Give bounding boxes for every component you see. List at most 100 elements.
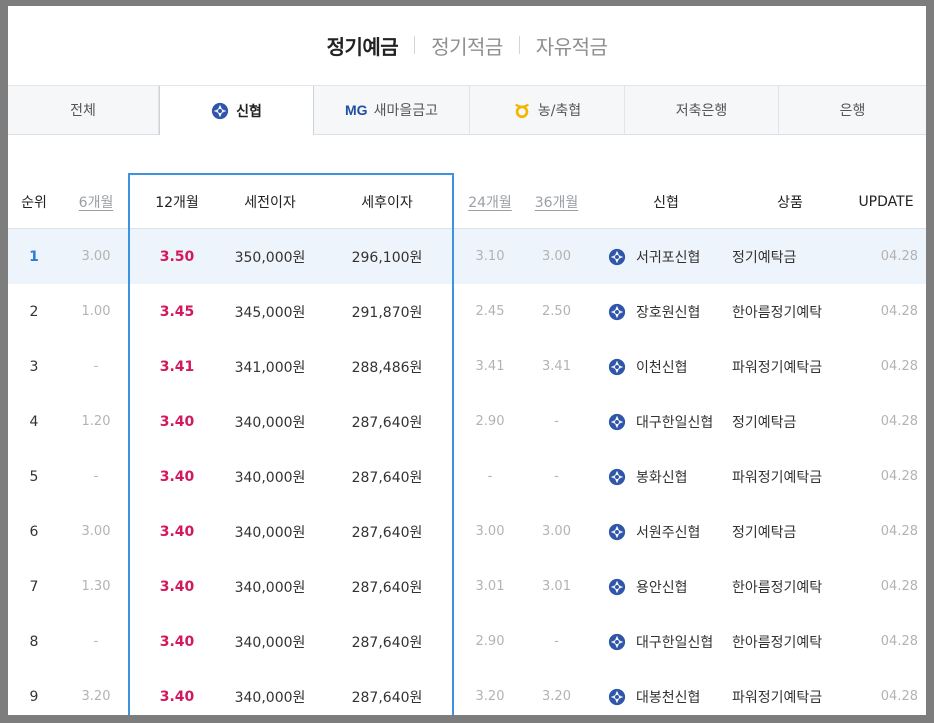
update-date-cell: 04.28 [880, 304, 918, 319]
institution-cell[interactable]: 용안신협 [608, 559, 726, 614]
institution-cell[interactable]: 서귀포신협 [608, 229, 726, 284]
posttax-interest-cell: 287,640원 [351, 634, 423, 651]
pretax-interest-cell: 340,000원 [234, 579, 306, 596]
product-cell[interactable]: 파워정기예탁금 [732, 689, 823, 706]
table-row[interactable]: 2 1.00 3.45 345,000원 291,870원 2.45 2.50 장호원신협 한아… [8, 284, 926, 339]
rate-12m-cell: 3.40 [159, 633, 195, 650]
product-type-nav: 정기예금 정기적금 자유적금 [8, 6, 926, 84]
header-12-months[interactable]: 12개월 [155, 195, 199, 211]
posttax-interest-cell: 287,640원 [351, 524, 423, 541]
rate-6m-cell: 1.20 [81, 414, 111, 429]
tab-label: 신협 [236, 103, 262, 120]
rate-24m-cell: - [487, 469, 493, 484]
header-pretax-interest: 세전이자 [244, 195, 296, 211]
rate-12m-cell: 3.45 [159, 303, 195, 320]
rate-6m-cell: - [93, 359, 99, 374]
header-36-months[interactable]: 36개월 [534, 195, 579, 211]
institution-cell[interactable]: 대봉천신협 [608, 669, 726, 715]
tab-label: 저축은행 [675, 103, 728, 119]
institution-cell[interactable]: 대구한일신협 [608, 394, 726, 449]
product-cell[interactable]: 한아름정기예탁 [732, 579, 823, 596]
rate-36m-cell: 3.00 [542, 524, 571, 539]
institution-name: 대봉천신협 [636, 689, 701, 706]
update-date-cell: 04.28 [880, 249, 918, 264]
tab-nonghyup[interactable]: 농/축협 [470, 86, 625, 134]
tab-all[interactable]: 전체 [8, 86, 159, 134]
institution-name: 서원주신협 [636, 524, 701, 541]
institution-cell[interactable]: 이천신협 [608, 339, 726, 394]
nav-free-savings[interactable]: 자유적금 [535, 34, 608, 59]
institution-name: 봉화신협 [636, 469, 688, 486]
nav-fixed-deposit[interactable]: 정기예금 [326, 34, 399, 59]
product-cell[interactable]: 정기예탁금 [732, 414, 797, 431]
rate-36m-cell: 2.50 [542, 304, 571, 319]
shinhyup-icon [608, 523, 626, 541]
table-row[interactable]: 7 1.30 3.40 340,000원 287,640원 3.01 3.01 용안신협 한아름… [8, 559, 926, 614]
table-row[interactable]: 1 3.00 3.50 350,000원 296,100원 3.10 3.00 서귀포신협 정기… [8, 229, 926, 284]
product-cell[interactable]: 정기예탁금 [732, 524, 797, 541]
table-row[interactable]: 9 3.20 3.40 340,000원 287,640원 3.20 3.20 대봉천신협 파워… [8, 669, 926, 715]
product-cell[interactable]: 파워정기예탁금 [732, 359, 823, 376]
posttax-interest-cell: 296,100원 [351, 249, 423, 266]
rank-cell: 1 [29, 248, 39, 265]
pretax-interest-cell: 340,000원 [234, 689, 306, 706]
product-cell[interactable]: 한아름정기예탁 [732, 634, 823, 651]
rate-12m-cell: 3.40 [159, 523, 195, 540]
rate-36m-cell: 3.00 [542, 249, 571, 264]
rate-24m-cell: 3.00 [475, 524, 505, 539]
tab-savings-bank[interactable]: 저축은행 [625, 86, 779, 134]
posttax-interest-cell: 287,640원 [351, 469, 423, 486]
institution-name: 용안신협 [636, 579, 688, 596]
table-row[interactable]: 3 - 3.41 341,000원 288,486원 3.41 3.41 이천신협 파워정기예탁… [8, 339, 926, 394]
institution-cell[interactable]: 대구한일신협 [608, 614, 726, 669]
table-row[interactable]: 8 - 3.40 340,000원 287,640원 2.90 - 대구한일신협 한아름정기예탁… [8, 614, 926, 669]
posttax-interest-cell: 291,870원 [351, 304, 423, 321]
pretax-interest-cell: 340,000원 [234, 524, 306, 541]
rank-cell: 4 [29, 413, 39, 430]
institution-cell[interactable]: 장호원신협 [608, 284, 726, 339]
nonghyup-icon [513, 101, 531, 119]
posttax-interest-cell: 287,640원 [351, 579, 423, 596]
rate-6m-cell: - [93, 634, 99, 649]
rate-24m-cell: 2.90 [475, 414, 505, 429]
rate-36m-cell: 3.41 [542, 359, 571, 374]
update-date-cell: 04.28 [880, 579, 918, 594]
rate-24m-cell: 3.01 [475, 579, 505, 594]
rate-12m-cell: 3.41 [159, 358, 195, 375]
institution-name: 서귀포신협 [636, 249, 701, 266]
nav-installment-savings[interactable]: 정기적금 [431, 34, 503, 59]
table-row[interactable]: 4 1.20 3.40 340,000원 287,640원 2.90 - 대구한일신협 정기예탁… [8, 394, 926, 449]
table-row[interactable]: 5 - 3.40 340,000원 287,640원 - - 봉화신협 파워정기예탁금 04.28 [8, 449, 926, 504]
table-row[interactable]: 6 3.00 3.40 340,000원 287,640원 3.00 3.00 서원주신협 정기… [8, 504, 926, 559]
shinhyup-icon [608, 688, 626, 706]
product-cell[interactable]: 정기예탁금 [732, 249, 797, 266]
tab-label: 은행 [839, 103, 866, 119]
header-6-months[interactable]: 6개월 [78, 195, 114, 211]
update-date-cell: 04.28 [880, 414, 918, 429]
rank-cell: 7 [29, 578, 39, 595]
institution-name: 대구한일신협 [636, 634, 714, 651]
rate-36m-cell: - [554, 414, 559, 429]
institution-cell[interactable]: 봉화신협 [608, 449, 726, 504]
posttax-interest-cell: 287,640원 [351, 689, 423, 706]
institution-cell[interactable]: 서원주신협 [608, 504, 726, 559]
table-header: 순위 6개월 12개월 세전이자 세후이자 24개월 36개월 신협 상품 UP… [8, 176, 926, 229]
rate-24m-cell: 2.45 [475, 304, 505, 319]
rate-12m-cell: 3.50 [159, 248, 195, 265]
tab-bank[interactable]: 은행 [779, 86, 926, 134]
shinhyup-icon [211, 102, 229, 120]
rate-6m-cell: 3.00 [81, 524, 111, 539]
pretax-interest-cell: 345,000원 [234, 304, 306, 321]
rate-24m-cell: 3.41 [475, 359, 505, 374]
header-24-months[interactable]: 24개월 [468, 195, 512, 211]
product-cell[interactable]: 파워정기예탁금 [732, 469, 823, 486]
mg-icon: MG [345, 102, 368, 118]
product-cell[interactable]: 한아름정기예탁 [732, 304, 823, 321]
rate-12m-cell: 3.40 [159, 578, 195, 595]
shinhyup-icon [608, 303, 626, 321]
rate-6m-cell: 3.00 [81, 249, 111, 264]
tab-saemaeul[interactable]: MG 새마을금고 [314, 86, 470, 134]
tab-shinhyup[interactable]: 신협 [159, 86, 314, 135]
header-posttax-interest: 세후이자 [361, 195, 413, 211]
rate-12m-cell: 3.40 [159, 688, 195, 705]
